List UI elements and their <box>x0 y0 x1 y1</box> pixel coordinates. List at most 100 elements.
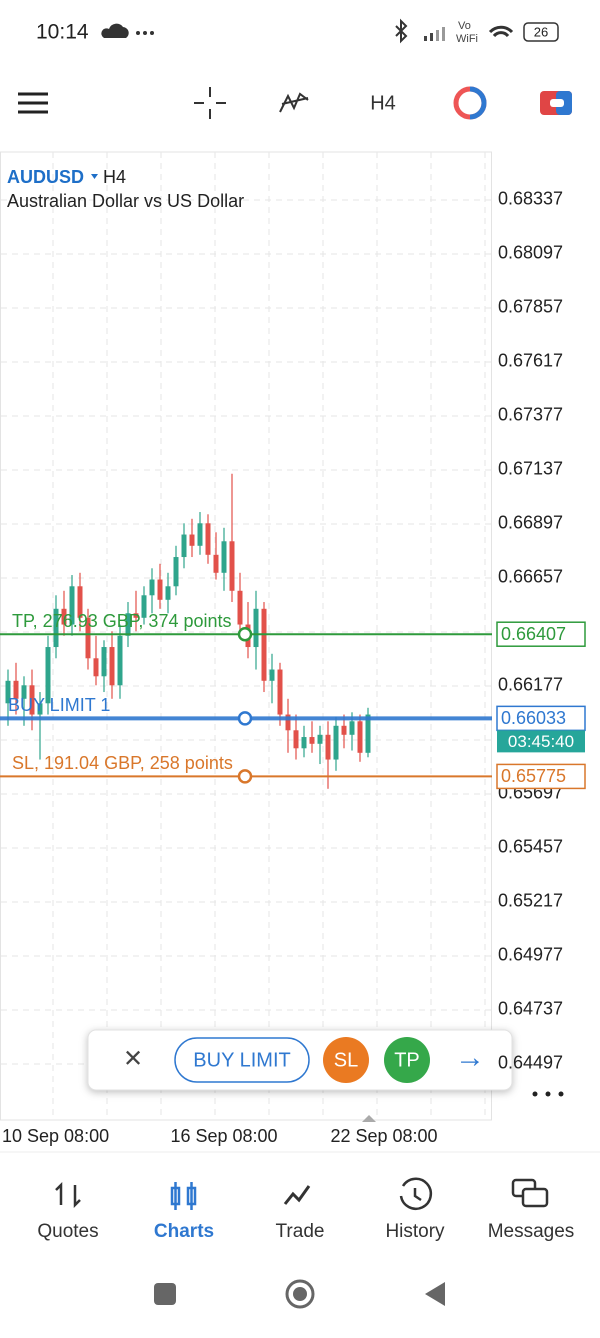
quotes-icon[interactable] <box>55 1181 81 1209</box>
timeframe-button[interactable]: H4 <box>370 92 396 114</box>
candle-body <box>141 595 147 618</box>
history-icon[interactable] <box>399 1177 433 1210</box>
buy-limit-pill[interactable] <box>174 1037 310 1083</box>
trade-icon[interactable] <box>283 1185 311 1205</box>
back-button[interactable] <box>425 1282 445 1306</box>
vertical-grid <box>52 152 486 1120</box>
price-box <box>496 763 586 790</box>
candle-body <box>181 534 187 558</box>
candle-body <box>333 725 339 760</box>
candle-body <box>77 586 83 618</box>
x-tick-label: 22 Sep 08:00 <box>330 1126 437 1146</box>
candle-body <box>85 617 91 659</box>
messages-icon[interactable] <box>511 1178 549 1208</box>
candle-body <box>21 685 27 699</box>
svg-text:Vo: Vo <box>458 20 471 32</box>
y-tick-label: 0.64737 <box>498 999 563 1019</box>
symbol[interactable]: AUDUSD <box>7 167 84 187</box>
candle-body <box>101 647 107 677</box>
candle-body <box>125 613 131 636</box>
candle-body <box>317 734 323 744</box>
status-time: 10:14 <box>36 21 89 44</box>
recents-button[interactable] <box>154 1283 176 1305</box>
candle-body <box>357 721 363 753</box>
candle-body <box>69 586 75 625</box>
indicators-button[interactable] <box>279 92 309 113</box>
home-dot <box>293 1287 307 1301</box>
candle-body <box>133 613 139 618</box>
nav-item[interactable]: History <box>385 1221 445 1242</box>
candle-body <box>149 579 155 596</box>
next-button[interactable]: → <box>455 1041 485 1074</box>
candle-body <box>213 554 219 573</box>
menu-button[interactable] <box>18 92 48 114</box>
y-tick-label: 0.66177 <box>498 675 563 695</box>
candle-body <box>13 680 19 699</box>
price-label: 0.66033 <box>501 708 566 728</box>
countdown: 03:45:40 <box>508 732 574 751</box>
candle-body <box>189 534 195 546</box>
candle-body <box>237 590 243 625</box>
y-tick-label: 0.64497 <box>498 1053 563 1073</box>
charts-icon[interactable] <box>170 1182 197 1210</box>
order-handle <box>237 711 253 726</box>
candle-body <box>205 523 211 555</box>
price-label: 0.66407 <box>501 624 566 644</box>
candle-body <box>5 680 11 704</box>
y-tick-label: 0.67857 <box>498 297 563 317</box>
candle-body <box>325 734 331 760</box>
buy-limit-label[interactable]: BUY LIMIT <box>193 1049 290 1071</box>
order-label: TP, 276.93 GBP, 374 points <box>12 611 232 631</box>
candle-body <box>29 685 35 715</box>
candle-body <box>61 608 67 625</box>
symbol-dropdown[interactable] <box>91 174 98 179</box>
candle-body <box>45 647 51 704</box>
price-label: 0.65775 <box>501 766 566 786</box>
price-box <box>496 621 586 647</box>
chart-timeframe: H4 <box>103 167 126 187</box>
candle-body <box>157 579 163 600</box>
candle-body <box>293 730 299 749</box>
countdown-box <box>497 730 585 753</box>
trade-button[interactable] <box>540 91 572 115</box>
y-tick-label: 0.65217 <box>498 891 563 911</box>
more-button[interactable] <box>532 1091 564 1097</box>
crosshair-button[interactable] <box>194 87 226 119</box>
candle-body <box>197 523 203 546</box>
y-tick-label: 0.64977 <box>498 945 563 965</box>
sl-label[interactable]: SL <box>334 1049 358 1071</box>
candle-body <box>109 647 115 686</box>
sl-button[interactable] <box>323 1037 369 1083</box>
nav-item[interactable]: Messages <box>488 1221 575 1242</box>
y-tick-label: 0.67137 <box>498 459 563 479</box>
candle-body <box>37 703 43 715</box>
candle-body <box>269 669 275 681</box>
y-tick-label: 0.66897 <box>498 513 563 533</box>
candle-body <box>261 608 267 681</box>
candle-body <box>173 557 179 587</box>
nav-item[interactable]: Quotes <box>37 1221 98 1242</box>
nav-item[interactable]: Charts <box>154 1221 214 1242</box>
candle-body <box>229 541 235 591</box>
close-button[interactable]: ✕ <box>123 1045 143 1072</box>
candle-body <box>53 608 59 648</box>
candle-body <box>253 608 259 648</box>
tp-button[interactable] <box>384 1037 430 1083</box>
order-handle <box>237 626 253 642</box>
y-tick-label: 0.67377 <box>498 405 563 425</box>
tp-label[interactable]: TP <box>394 1049 420 1071</box>
order-label: SL, 191.04 GBP, 258 points <box>12 753 233 773</box>
candle-body <box>301 737 307 749</box>
y-tick-label: 0.67617 <box>498 351 563 371</box>
scroll-marker <box>362 1115 376 1122</box>
candle-body <box>349 721 355 735</box>
y-tick-label: 0.68337 <box>498 189 563 209</box>
home-button[interactable] <box>285 1279 315 1309</box>
candle-body <box>221 541 227 573</box>
order-label: BUY LIMIT 1 <box>8 695 110 715</box>
symbol-description: Australian Dollar vs US Dollar <box>7 191 244 211</box>
dots-icon <box>136 31 154 35</box>
nav-item[interactable]: Trade <box>276 1221 325 1242</box>
objects-button[interactable] <box>453 86 487 120</box>
